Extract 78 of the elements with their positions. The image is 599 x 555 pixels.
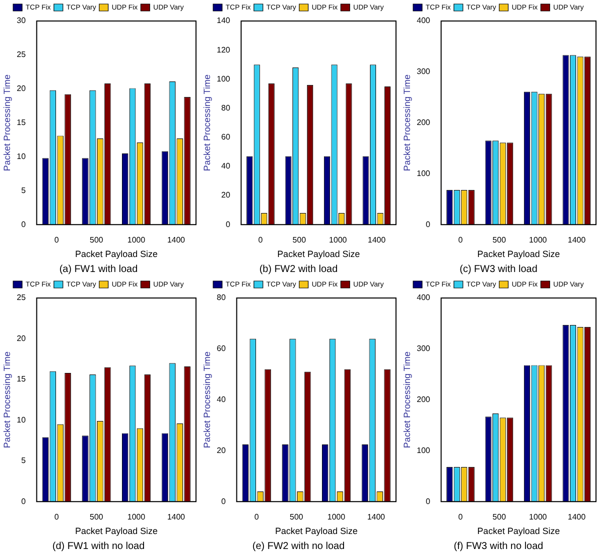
x-axis-title: Packet Payload Size [75, 526, 158, 536]
x-tick-label: 0 [54, 236, 60, 245]
y-tick-label: 5 [21, 186, 26, 195]
text: (d) FW1 with no load [52, 540, 145, 552]
x-tick-label: 1400 [167, 236, 186, 245]
y-tick-label: 300 [416, 344, 431, 354]
y-axis-title: Packet Processing Time [2, 74, 12, 172]
y-axis-title: Packet Processing Time [202, 74, 212, 172]
text: (b) FW2 with load [259, 264, 338, 275]
x-tick-label: 0 [458, 512, 464, 522]
y-tick-label: 300 [416, 67, 431, 76]
y-tick-label: 120 [216, 45, 231, 54]
y-tick-label: 10 [16, 152, 26, 161]
y-tick-label: 200 [416, 118, 431, 128]
y-tick-label: 100 [216, 74, 231, 84]
y-axis-title: Packet Processing Time [202, 352, 212, 448]
y-tick-label: 80 [221, 103, 231, 112]
y-tick-label: 5 [21, 456, 26, 466]
y-tick-label: 10 [16, 415, 26, 424]
y-tick-label: 0 [426, 220, 431, 229]
y-tick-label: 80 [216, 293, 226, 302]
x-tick-label: 500 [90, 512, 104, 522]
x-tick-label: 1400 [167, 512, 186, 522]
x-axis-title: Packet Payload Size [75, 249, 158, 260]
y-tick-label: 100 [416, 446, 431, 455]
y-axis-title: Packet Processing Time [2, 352, 12, 448]
text: (a) FW1 with load [59, 264, 138, 275]
y-tick-label: 15 [16, 374, 26, 384]
y-tick-label: 60 [221, 132, 231, 142]
x-tick-label: 1400 [367, 512, 386, 522]
x-axis-title: Packet Payload Size [277, 249, 360, 260]
x-tick-label: 1000 [127, 236, 146, 245]
x-tick-label: 0 [258, 236, 264, 245]
x-tick-label: 0 [458, 236, 464, 245]
x-tick-label: 1000 [529, 512, 548, 522]
x-tick-label: 500 [90, 236, 104, 245]
x-axis-title: Packet Payload Size [477, 249, 560, 260]
y-tick-label: 0 [21, 496, 26, 506]
x-axis-title: Packet Payload Size [477, 526, 560, 536]
x-tick-label: 1400 [568, 236, 586, 245]
y-tick-label: 20 [16, 84, 26, 94]
y-tick-label: 30 [16, 16, 26, 26]
y-tick-label: 60 [216, 344, 226, 354]
y-tick-label: 140 [216, 16, 231, 26]
x-tick-label: 1000 [529, 236, 548, 245]
x-tick-label: 1400 [368, 236, 386, 245]
x-tick-label: 1000 [127, 512, 146, 522]
text: (c) FW3 with load [460, 264, 538, 275]
y-tick-label: 100 [416, 168, 431, 178]
y-tick-label: 0 [426, 496, 431, 506]
y-tick-label: 0 [221, 496, 226, 506]
x-tick-label: 0 [54, 512, 60, 522]
text: (f) FW3 with no load [454, 540, 544, 552]
y-tick-label: 15 [16, 118, 26, 128]
y-tick-label: 0 [226, 220, 231, 229]
y-tick-label: 20 [16, 334, 26, 343]
y-axis-title: Packet Processing Time [402, 74, 412, 172]
y-tick-label: 25 [16, 293, 26, 302]
x-tick-label: 500 [292, 236, 306, 245]
x-tick-label: 1400 [568, 512, 586, 522]
y-tick-label: 400 [416, 16, 431, 26]
text: (e) FW2 with no load [252, 540, 345, 552]
x-tick-label: 0 [254, 512, 260, 522]
x-tick-label: 1000 [327, 512, 346, 522]
x-tick-label: 500 [492, 512, 506, 522]
y-tick-label: 20 [221, 190, 231, 200]
y-axis-title: Packet Processing Time [402, 352, 412, 448]
y-tick-label: 20 [216, 446, 226, 455]
y-tick-label: 40 [216, 395, 226, 404]
x-tick-label: 500 [492, 236, 506, 245]
x-tick-label: 500 [290, 512, 304, 522]
x-axis-title: Packet Payload Size [275, 526, 358, 536]
y-tick-label: 0 [21, 220, 26, 229]
y-tick-label: 40 [221, 162, 231, 171]
y-tick-label: 25 [16, 50, 26, 60]
y-tick-label: 400 [416, 293, 431, 302]
y-tick-label: 200 [416, 395, 431, 404]
x-tick-label: 1000 [329, 236, 348, 245]
